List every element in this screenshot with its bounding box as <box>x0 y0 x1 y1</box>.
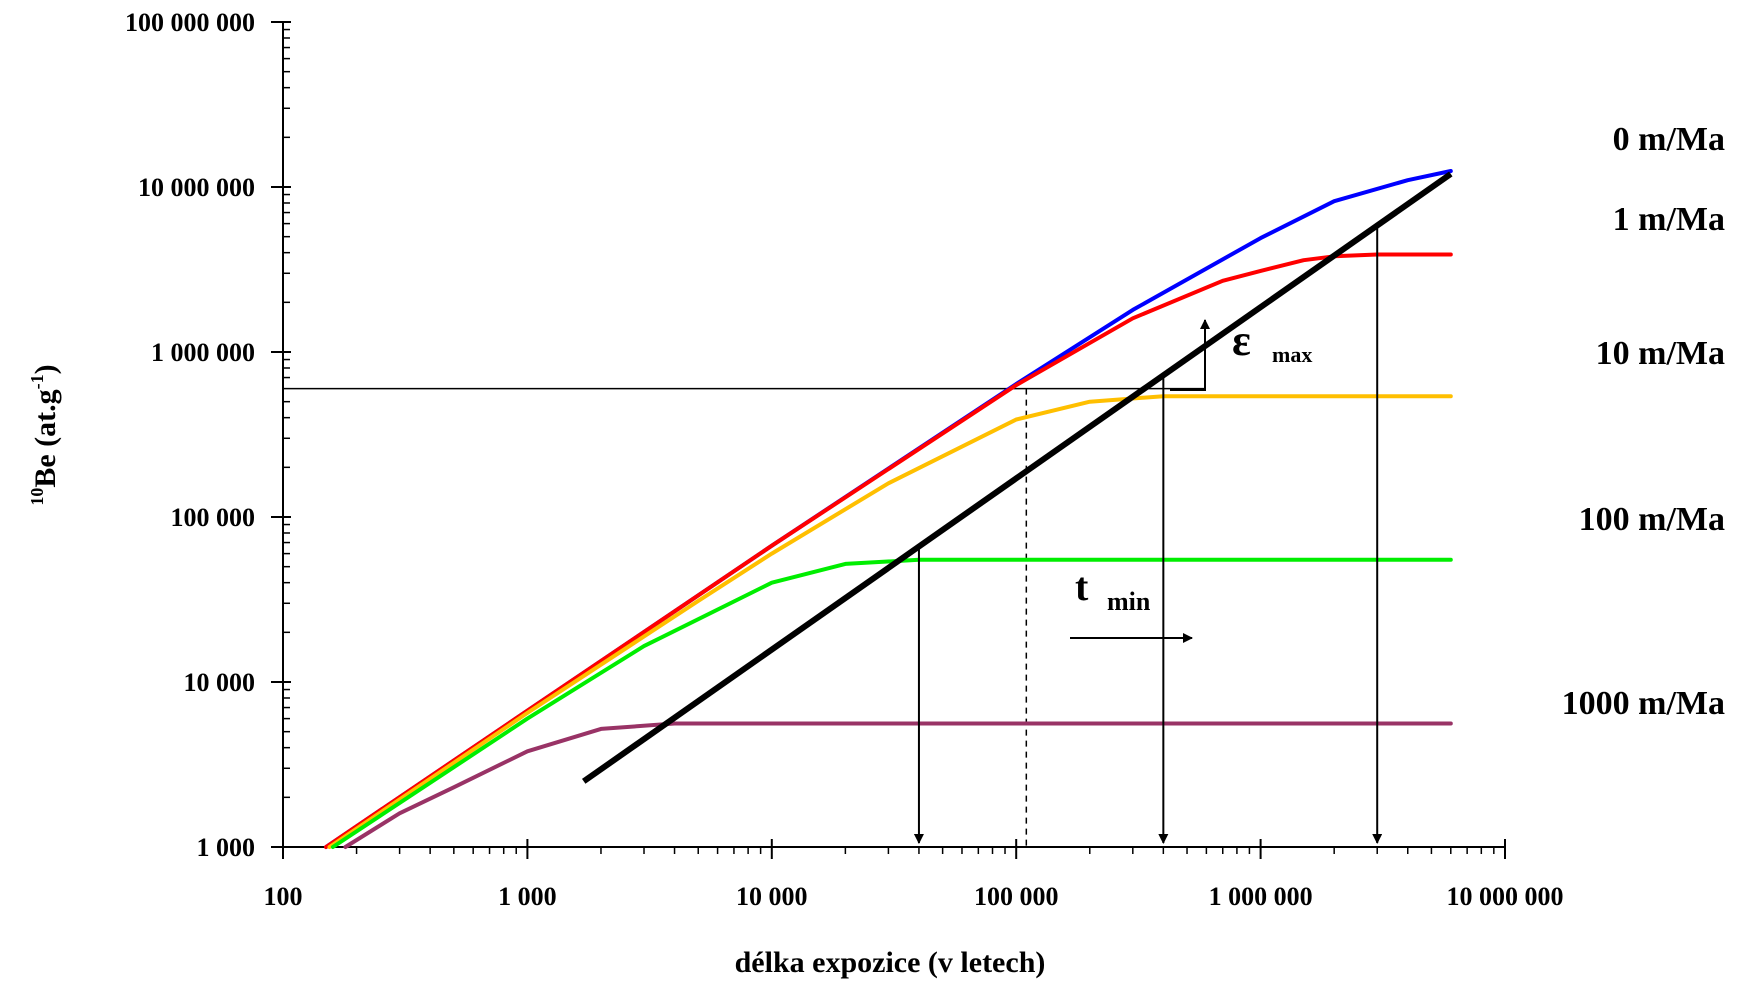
series-line-1-m-ma <box>324 252 1453 849</box>
y-axis-title-sup: 10 <box>27 488 47 506</box>
epsilon-symbol: ε <box>1232 316 1251 365</box>
series-label: 1000 m/Ma <box>1562 685 1725 722</box>
x-tick-labels: 100 1 000 10 000 100 000 1 000 000 10 000 000 <box>264 882 1564 911</box>
steady-state-line <box>582 171 1453 784</box>
x-major-ticks <box>282 839 1506 859</box>
y-tick-labels: 1 000 10 000 100 000 1 000 000 10 000 000 100… <box>125 8 255 862</box>
y-tick-label: 100 000 <box>171 503 256 532</box>
epsilon-arrow <box>1170 319 1210 391</box>
series-labels: 0 m/Ma 1 m/Ma 10 m/Ma 100 m/Ma 1000 m/Ma <box>1562 121 1725 722</box>
plot-area: 100 1 000 10 000 100 000 1 000 000 10 000 000… <box>27 8 1725 979</box>
y-tick-label: 1 000 000 <box>151 338 255 367</box>
series-line-100-m-ma <box>330 557 1453 849</box>
svg-text:10Be (at.g-1): 10Be (at.g-1) <box>27 364 62 505</box>
y-tick-label: 100 000 000 <box>125 8 255 37</box>
y-tick-label: 1 000 <box>197 833 256 862</box>
series-line-10-m-ma <box>327 394 1453 849</box>
series-line-1000-m-ma <box>343 721 1453 849</box>
y-axis-title-sup2: -1 <box>27 374 47 389</box>
t-symbol: t <box>1075 564 1089 609</box>
series-lines <box>324 169 1453 849</box>
x-axis-title: délka expozice (v letech) <box>735 946 1046 979</box>
x-tick-label: 10 000 000 <box>1447 882 1564 911</box>
y-axis-title: 10Be (at.g-1) <box>27 364 62 505</box>
t-subscript: min <box>1107 587 1151 616</box>
y-minor-ticks <box>283 28 290 799</box>
x-tick-label: 100 <box>264 882 303 911</box>
x-tick-label: 1 000 000 <box>1209 882 1313 911</box>
x-minor-ticks <box>355 847 1495 854</box>
x-tick-label: 10 000 <box>736 882 808 911</box>
y-tick-label: 10 000 <box>184 668 256 697</box>
x-tick-label: 100 000 <box>974 882 1059 911</box>
down-arrows <box>913 225 1383 844</box>
epsilon-subscript: max <box>1272 342 1312 367</box>
series-line-0-m-ma <box>324 169 1453 849</box>
y-major-ticks <box>271 21 291 848</box>
series-label: 10 m/Ma <box>1596 335 1725 372</box>
series-label: 0 m/Ma <box>1613 121 1725 158</box>
x-tick-label: 1 000 <box>498 882 557 911</box>
series-label: 100 m/Ma <box>1579 501 1725 538</box>
series-label: 1 m/Ma <box>1613 201 1725 238</box>
y-tick-label: 10 000 000 <box>138 173 255 202</box>
y-axis-title-main: Be (at.g <box>29 389 62 487</box>
y-axis-title-close: ) <box>29 364 62 374</box>
